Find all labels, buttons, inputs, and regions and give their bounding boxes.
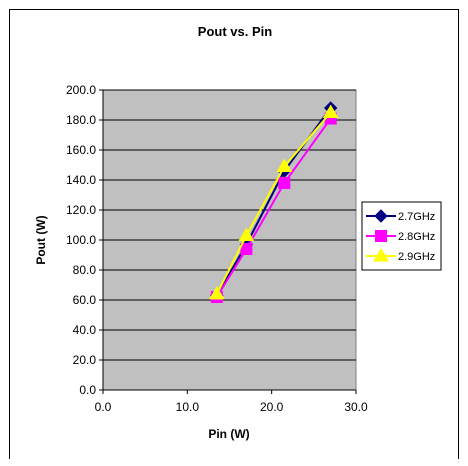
y-tick-label: 40.0 [73,323,97,337]
legend-item: 2.9GHz [366,248,435,263]
x-axis-title: Pin (W) [208,427,249,441]
legend-marker [373,248,389,262]
x-tick-label: 0.0 [95,400,112,414]
y-axis-title: Pout (W) [34,215,48,264]
y-tick-label: 160.0 [66,143,96,157]
data-point [276,158,293,172]
data-point [238,227,255,241]
series-line [215,117,332,298]
series-line [215,111,332,295]
data-point [240,243,253,255]
legend-item: 2.8GHz [366,230,435,243]
y-tick-label: 100.0 [66,233,96,247]
y-tick-label: 20.0 [73,353,97,367]
y-tick-label: 0.0 [79,383,96,397]
data-point [278,177,291,189]
tick-labels: 0.0 20.0 40.0 60.0 80.0 100.0 120.0 140.0 160.0 1… [66,83,368,414]
legend-label: 2.7GHz [398,211,435,223]
data-point [322,104,339,118]
y-tick-label: 140.0 [66,173,96,187]
x-tick-label: 30.0 [344,400,368,414]
legend-label: 2.9GHz [398,251,435,263]
x-tick-label: 20.0 [260,400,284,414]
gridlines [103,89,356,361]
legend-marker [374,209,388,223]
series-layer [208,101,339,303]
legend-label: 2.8GHz [398,231,435,243]
y-tick-label: 60.0 [73,293,97,307]
data-point [208,286,225,300]
legend-marker [375,230,387,242]
legend-item: 2.7GHz [366,209,435,223]
y-tick-label: 180.0 [66,113,96,127]
chart-title: Pout vs. Pin [198,24,272,39]
x-tick-label: 10.0 [176,400,200,414]
legend: 2.7GHz 2.8GHz 2.9GHz [361,201,442,271]
y-tick-label: 120.0 [66,203,96,217]
y-tick-label: 80.0 [73,263,97,277]
series-2.9GHz [208,104,339,300]
y-tick-label: 200.0 [66,83,96,97]
